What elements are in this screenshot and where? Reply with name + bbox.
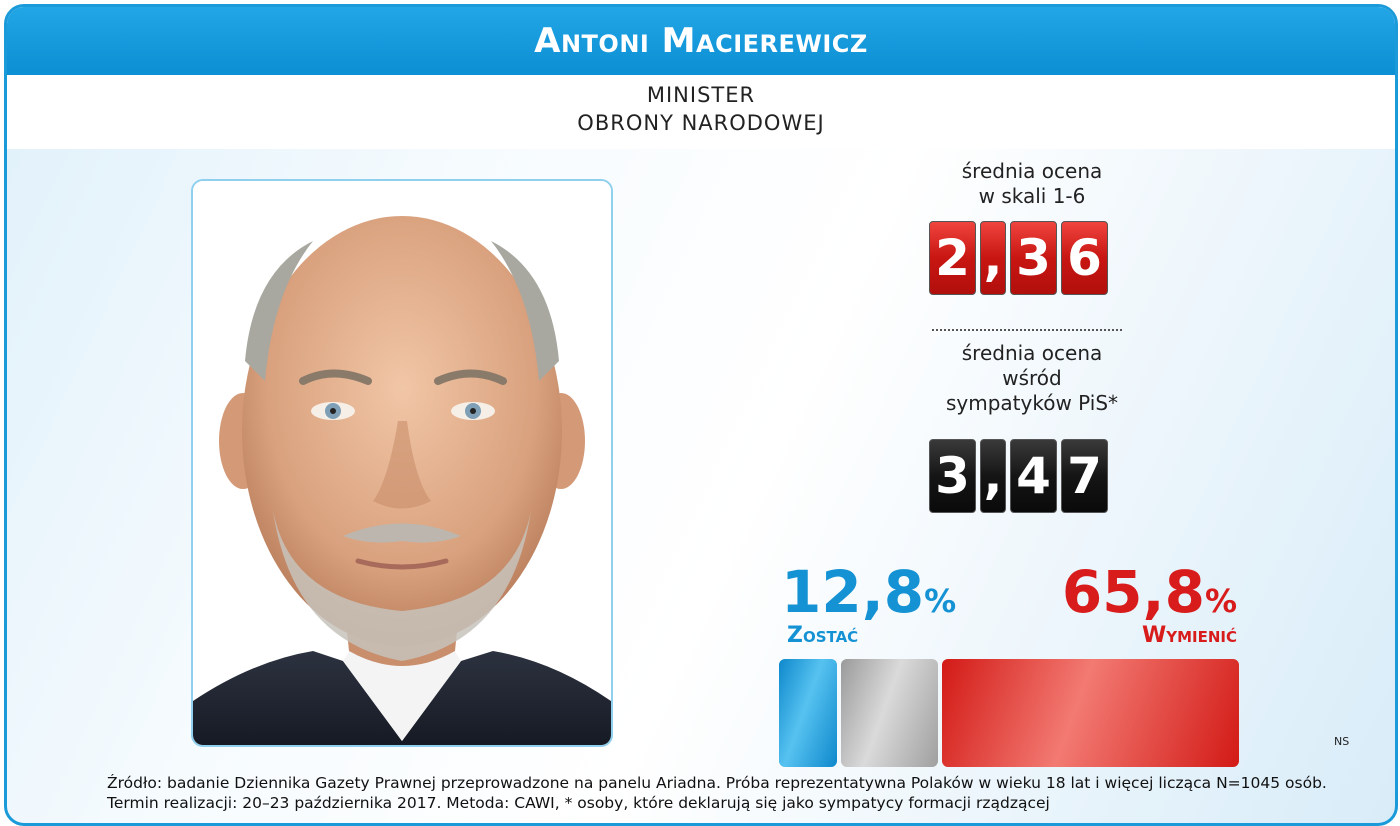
stay-percent-value: 12,8	[781, 558, 925, 626]
overall-digit-2: 3	[1010, 221, 1057, 295]
overall-rating-label-line-2: w skali 1-6	[978, 184, 1086, 208]
replace-percent-sign: %	[1204, 582, 1237, 620]
replace-label: Wymienić	[1141, 623, 1237, 648]
footnote-line-2: Termin realizacji: 20–23 października 20…	[107, 794, 1050, 812]
portrait-illustration	[193, 181, 611, 745]
bar-replace	[941, 659, 1239, 767]
pis-rating-label-line-1: średnia ocena	[961, 341, 1103, 365]
replace-percent: 65,8%	[1062, 562, 1237, 631]
person-name: Antoni Macierewicz	[534, 21, 868, 61]
pis-rating-label-line-3: sympatyków PiS*	[945, 391, 1119, 415]
overall-rating-value: 2 , 3 6	[929, 221, 1108, 295]
overall-rating-label: średnia ocena w skali 1-6	[887, 159, 1177, 209]
overall-digit-3: 6	[1061, 221, 1108, 295]
pis-rating-value: 3 , 4 7	[929, 439, 1108, 513]
bar-undecided	[840, 659, 938, 767]
position-line-1: MINISTER	[646, 83, 756, 107]
pis-digit-1: 3	[929, 439, 976, 513]
footnote-line-1: Źródło: badanie Dziennika Gazety Prawnej…	[107, 774, 1327, 792]
infographic-frame: Antoni Macierewicz MINISTER OBRONY NAROD…	[4, 4, 1398, 826]
pis-rating-label-line-2: wśród	[1002, 366, 1062, 390]
header-bar: Antoni Macierewicz	[7, 7, 1395, 75]
stay-label: Zostać	[787, 623, 859, 648]
ns-label: NS	[1334, 735, 1350, 748]
portrait-photo	[191, 179, 613, 747]
stay-percent-sign: %	[924, 582, 957, 620]
position-line-2: OBRONY NARODOWEJ	[577, 111, 825, 135]
dotted-divider	[932, 329, 1122, 331]
pis-rating-label: średnia ocena wśród sympatyków PiS*	[887, 341, 1177, 416]
replace-percent-value: 65,8	[1061, 558, 1205, 626]
subtitle-band: MINISTER OBRONY NARODOWEJ	[7, 75, 1395, 149]
pis-digit-3: 7	[1061, 439, 1108, 513]
bar-stay	[779, 659, 837, 767]
overall-rating-label-line-1: średnia ocena	[961, 159, 1103, 183]
pis-digit-2: 4	[1010, 439, 1057, 513]
overall-digit-comma: ,	[980, 221, 1006, 295]
pis-digit-comma: ,	[980, 439, 1006, 513]
stay-percent: 12,8%	[781, 562, 956, 631]
overall-digit-1: 2	[929, 221, 976, 295]
